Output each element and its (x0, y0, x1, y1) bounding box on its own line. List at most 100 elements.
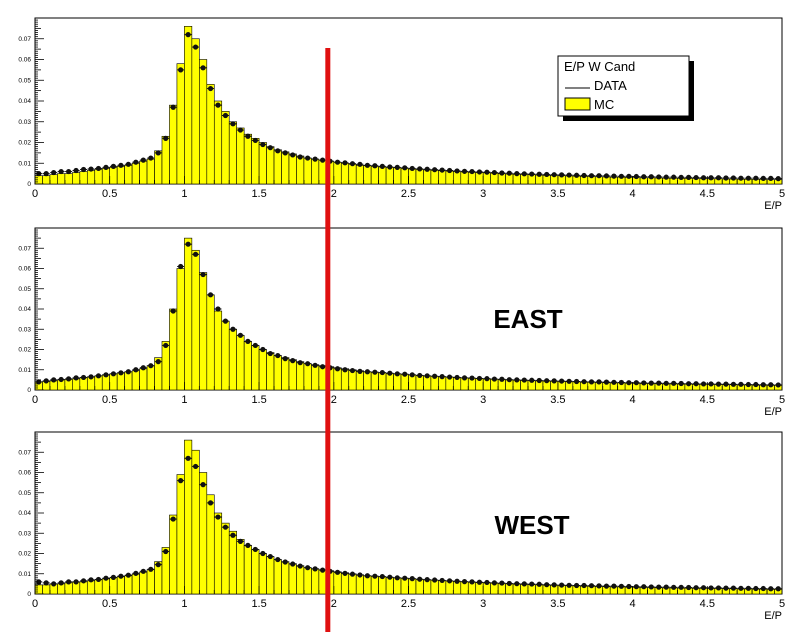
data-point (185, 31, 191, 38)
mc-bin-bar (228, 328, 237, 391)
data-point (133, 570, 139, 576)
x-tick-label: 3.5 (550, 598, 565, 610)
mc-bin-bar (57, 173, 66, 185)
data-point (521, 377, 527, 383)
data-point (319, 364, 326, 370)
data-point (290, 358, 296, 364)
data-point (394, 371, 400, 377)
y-tick-label: 0 (27, 181, 31, 188)
mc-bin-bar (169, 514, 178, 595)
data-point (222, 318, 229, 324)
data-point (282, 150, 288, 156)
x-tick-label: 3.5 (550, 394, 565, 406)
x-tick-label: 1.5 (251, 188, 266, 200)
data-point (626, 173, 632, 179)
data-point (439, 167, 445, 173)
data-point (402, 165, 408, 171)
data-point (551, 378, 557, 384)
data-point (499, 170, 505, 176)
x-tick-label: 3 (480, 188, 486, 200)
mc-bin-bar (273, 149, 282, 185)
data-point (618, 583, 624, 589)
x-tick-label: 3 (480, 598, 486, 610)
data-point (529, 171, 535, 177)
data-point (163, 135, 169, 141)
mc-bin-bar (423, 169, 432, 185)
data-point (618, 173, 624, 179)
data-point (476, 375, 483, 382)
data-point (603, 583, 610, 589)
x-tick-label: 5 (779, 394, 785, 406)
data-point (760, 585, 766, 592)
data-point (245, 133, 251, 139)
data-point (573, 582, 580, 589)
data-point (252, 342, 258, 349)
y-tick-label: 0.07 (18, 449, 31, 456)
data-point (58, 580, 64, 586)
mc-bin-bar (266, 556, 275, 595)
data-point (267, 350, 273, 357)
mc-bin-bar (363, 165, 372, 185)
data-point (432, 577, 438, 583)
data-point (282, 559, 288, 565)
mc-bin-bar (161, 341, 170, 391)
data-point (118, 370, 124, 376)
data-point (768, 175, 774, 181)
data-point (417, 166, 423, 172)
mc-bin-bar (236, 335, 245, 391)
data-point (551, 582, 557, 588)
data-point (738, 585, 744, 591)
data-point (372, 573, 378, 579)
mc-bin-bar (176, 268, 185, 391)
data-point (603, 173, 610, 179)
data-point (775, 586, 781, 592)
data-point (663, 380, 669, 386)
mc-bin-bar (213, 310, 223, 391)
data-point (275, 352, 281, 359)
data-point (446, 578, 453, 584)
mc-bin-bar (131, 162, 140, 185)
mc-bin-bar (184, 237, 193, 391)
data-point (745, 175, 751, 181)
data-point (484, 169, 490, 175)
data-point (663, 174, 669, 180)
data-point (312, 566, 318, 572)
y-tick-label: 0.07 (18, 36, 31, 43)
mc-bin-bar (184, 439, 193, 595)
x-tick-label: 4 (630, 598, 636, 610)
data-point (424, 166, 430, 172)
data-point (200, 65, 206, 71)
y-tick-label: 0.01 (18, 367, 31, 374)
mc-bin-bar (221, 111, 230, 185)
data-point (260, 141, 266, 148)
mc-bin-bar (378, 372, 387, 391)
data-point (723, 175, 729, 181)
data-point (536, 171, 542, 177)
data-point (387, 164, 393, 170)
mc-bin-bar (236, 539, 245, 595)
data-point (641, 380, 647, 386)
x-tick-label: 1.5 (251, 598, 266, 610)
data-point (633, 380, 639, 386)
mc-bin-bar (139, 160, 148, 185)
mc-bin-bar (385, 577, 394, 595)
data-point (349, 571, 356, 577)
y-tick-label: 0.02 (18, 347, 31, 354)
mc-bin-bar (438, 170, 447, 185)
data-point (155, 359, 161, 365)
mc-bin-bar (385, 373, 394, 391)
x-tick-label: 1 (181, 394, 187, 406)
data-point (596, 583, 602, 589)
data-point (125, 161, 131, 167)
mc-bin-bar (378, 166, 387, 185)
y-tick-label: 0.03 (18, 119, 31, 126)
mc-bin-bar (348, 573, 357, 595)
data-point (559, 172, 565, 178)
data-point (469, 168, 475, 175)
data-point (230, 121, 236, 127)
data-point (439, 577, 445, 584)
data-point (88, 577, 94, 583)
data-point (417, 372, 423, 379)
x-tick-label: 1 (181, 188, 187, 200)
x-tick-label: 0.5 (102, 188, 117, 200)
